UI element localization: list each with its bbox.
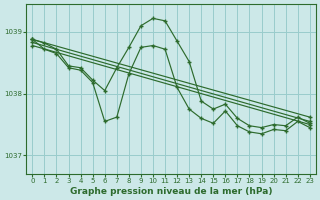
X-axis label: Graphe pression niveau de la mer (hPa): Graphe pression niveau de la mer (hPa) <box>70 187 272 196</box>
